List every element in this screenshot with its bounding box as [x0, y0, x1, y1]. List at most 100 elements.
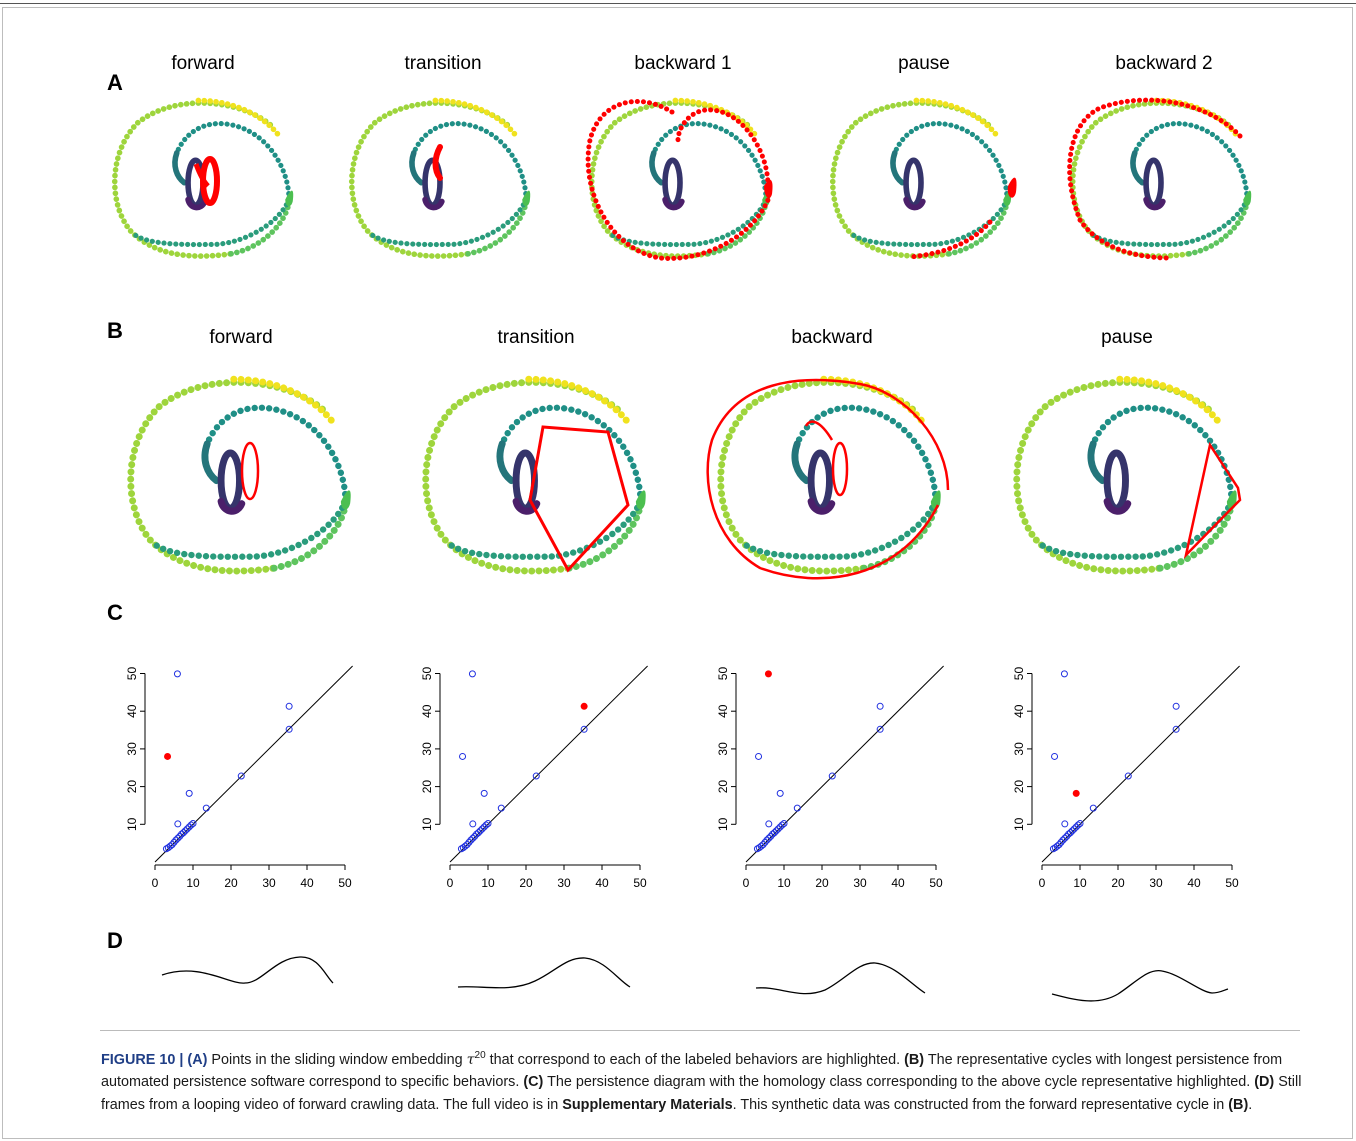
y-tick-label: 10 [125, 817, 139, 831]
data-point [187, 821, 195, 829]
panel-a-backward1-embedding [585, 100, 772, 261]
y-tick-label: 50 [1012, 667, 1026, 681]
x-tick-label: 30 [557, 876, 571, 890]
data-point [476, 827, 484, 835]
caption-b-ref: (B) [1228, 1096, 1249, 1113]
y-tick-label: 20 [125, 780, 139, 794]
data-point [484, 820, 492, 828]
persistence-diagram-3: 0 10 20 30 40 50 10 20 30 40 50 [716, 665, 944, 890]
data-point [776, 789, 784, 797]
caption-b-text: The representative cycles with longest p… [101, 1051, 1283, 1091]
panel-b-pause-embedding [1017, 379, 1242, 571]
data-point [463, 841, 471, 849]
data-point [176, 832, 184, 840]
data-point [475, 829, 482, 837]
panel-b-title-backward: backward [791, 327, 873, 348]
caption-a-label: (A) [187, 1051, 208, 1068]
caption-tau-sup: 20 [474, 1050, 486, 1061]
caption-a-text-2: that correspond to each of the labeled b… [485, 1051, 905, 1068]
x-tick-label: 30 [1149, 876, 1163, 890]
caption-d-text-2: . This synthetic data was constructed fr… [732, 1096, 1229, 1113]
frame-3-wave [755, 962, 926, 995]
data-point [465, 838, 473, 846]
data-point [876, 725, 884, 733]
data-point [1057, 838, 1065, 846]
panel-a-title-transition: transition [404, 53, 482, 74]
data-point [774, 825, 782, 833]
highlighted-point [764, 670, 772, 678]
y-tick-label: 30 [1012, 742, 1026, 756]
panel-a-title-backward-1: backward 1 [634, 53, 732, 74]
caption-b-label: (B) [904, 1051, 925, 1068]
data-point [459, 752, 467, 760]
data-point [469, 834, 477, 842]
data-point [1055, 841, 1063, 849]
y-tick-label: 40 [125, 704, 139, 718]
data-point [185, 789, 193, 797]
panel-a-backward2-embedding [1067, 97, 1252, 261]
panel-a-title-forward: forward [171, 53, 235, 74]
x-tick-label: 40 [595, 876, 609, 890]
data-point [1172, 725, 1180, 733]
x-tick-label: 40 [1187, 876, 1201, 890]
data-point [183, 825, 191, 833]
panel-b-forward-embedding [131, 379, 351, 571]
data-point [497, 804, 505, 812]
data-point [181, 827, 189, 835]
data-point [1172, 702, 1180, 710]
x-tick-label: 10 [186, 876, 200, 890]
data-point [173, 670, 181, 678]
caption-supplementary: Supplementary Materials [562, 1096, 733, 1113]
y-tick-label: 30 [420, 742, 434, 756]
data-point [285, 725, 293, 733]
data-point [1060, 670, 1068, 678]
data-point [780, 820, 788, 828]
y-tick-label: 10 [716, 817, 730, 831]
data-point [1053, 842, 1061, 850]
data-point [761, 838, 769, 846]
data-point [180, 829, 187, 837]
data-point [174, 834, 182, 842]
highlighted-point [1072, 789, 1080, 797]
data-point [1068, 827, 1076, 835]
x-tick-label: 20 [519, 876, 533, 890]
data-point [757, 842, 765, 850]
data-point [467, 836, 475, 844]
data-point [1067, 829, 1074, 837]
panel-a-pause-embedding [833, 100, 1017, 260]
panel-a-transition-embedding [352, 100, 530, 256]
data-point [778, 821, 786, 829]
y-tick-label: 30 [125, 742, 139, 756]
data-point [1051, 752, 1059, 760]
data-point [771, 829, 778, 837]
y-tick-label: 50 [420, 667, 434, 681]
y-tick-label: 50 [716, 667, 730, 681]
data-point [793, 804, 801, 812]
data-point [202, 804, 210, 812]
caption-d-label: (D) [1254, 1074, 1275, 1091]
x-tick-label: 20 [815, 876, 829, 890]
x-tick-label: 30 [853, 876, 867, 890]
x-tick-label: 40 [300, 876, 314, 890]
x-tick-label: 0 [1039, 876, 1046, 890]
panel-label-a: A [107, 70, 123, 95]
y-tick-label: 20 [420, 780, 434, 794]
data-point [480, 789, 488, 797]
x-tick-label: 0 [447, 876, 454, 890]
data-point [469, 820, 477, 828]
data-point [172, 836, 180, 844]
x-tick-label: 10 [777, 876, 791, 890]
x-tick-label: 10 [1073, 876, 1087, 890]
data-point [174, 820, 182, 828]
data-point [759, 841, 767, 849]
data-point [170, 838, 178, 846]
data-point [532, 772, 540, 780]
data-point [1061, 834, 1069, 842]
panel-b-title-transition: transition [497, 327, 575, 348]
data-point [765, 820, 773, 828]
data-point [828, 772, 836, 780]
data-point [482, 821, 490, 829]
persistence-diagram-2: 0 10 20 30 40 50 10 20 30 40 50 [420, 665, 648, 890]
data-point [1124, 772, 1132, 780]
persistence-diagram-4: 0 10 20 30 40 50 10 20 30 40 50 [1012, 665, 1240, 890]
